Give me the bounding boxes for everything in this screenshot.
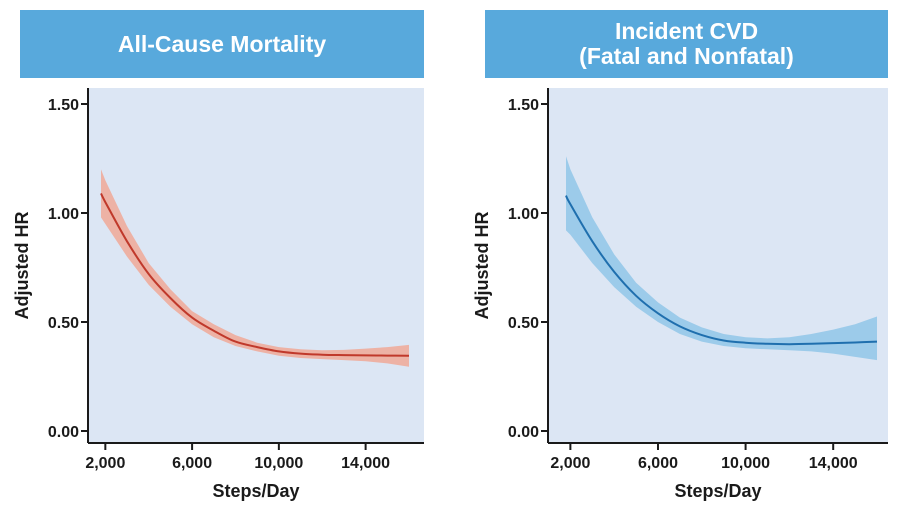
y-tick-label: 1.00 [508,206,539,223]
x-axis-title: Steps/Day [212,481,299,501]
y-tick-label: 1.50 [48,97,79,114]
chart-subtitle: (Fatal and Nonfatal) [579,43,794,69]
y-tick-label: 0.00 [48,424,79,441]
x-tick-label: 10,000 [254,455,303,472]
chart-panel-incident-cvd: Incident CVD (Fatal and Nonfatal) 0.00 0.… [460,0,890,510]
x-tick-label: 6,000 [172,455,212,472]
x-tick-label: 14,000 [809,455,858,472]
hazard-ratio-line [100,192,410,357]
x-tick-label: 6,000 [638,455,678,472]
chart-incident-cvd: 0.00 0.50 1.00 1.50 2,000 6,000 10,000 14,000 St… [472,88,888,501]
x-tick-label: 2,000 [85,455,125,472]
chart-header-incident-cvd: Incident CVD (Fatal and Nonfatal) [485,10,888,78]
chart-header-all-cause-mortality: All-Cause Mortality [20,10,424,78]
x-tick-label: 10,000 [721,455,770,472]
y-axis-title: Adjusted HR [472,211,492,319]
y-axis-title: Adjusted HR [12,211,32,319]
x-tick-label: 2,000 [550,455,590,472]
y-tick-label: 0.50 [508,315,539,332]
hazard-ratio-line [565,195,878,346]
x-axis-title: Steps/Day [674,481,761,501]
x-tick-label: 14,000 [341,455,390,472]
y-tick-label: 1.00 [48,206,79,223]
chart-panel-all-cause-mortality: All-Cause Mortality 0.00 0.50 1.00 1.50 2,00… [0,0,430,510]
chart-title: All-Cause Mortality [117,30,327,57]
y-tick-label: 0.00 [508,424,539,441]
confidence-band [566,156,877,361]
y-tick-label: 0.50 [48,315,79,332]
chart-all-cause-mortality: 0.00 0.50 1.00 1.50 2,000 6,000 10,000 14,000 St… [12,88,424,501]
y-tick-label: 1.50 [508,97,539,114]
chart-title: Incident CVD [614,18,759,44]
